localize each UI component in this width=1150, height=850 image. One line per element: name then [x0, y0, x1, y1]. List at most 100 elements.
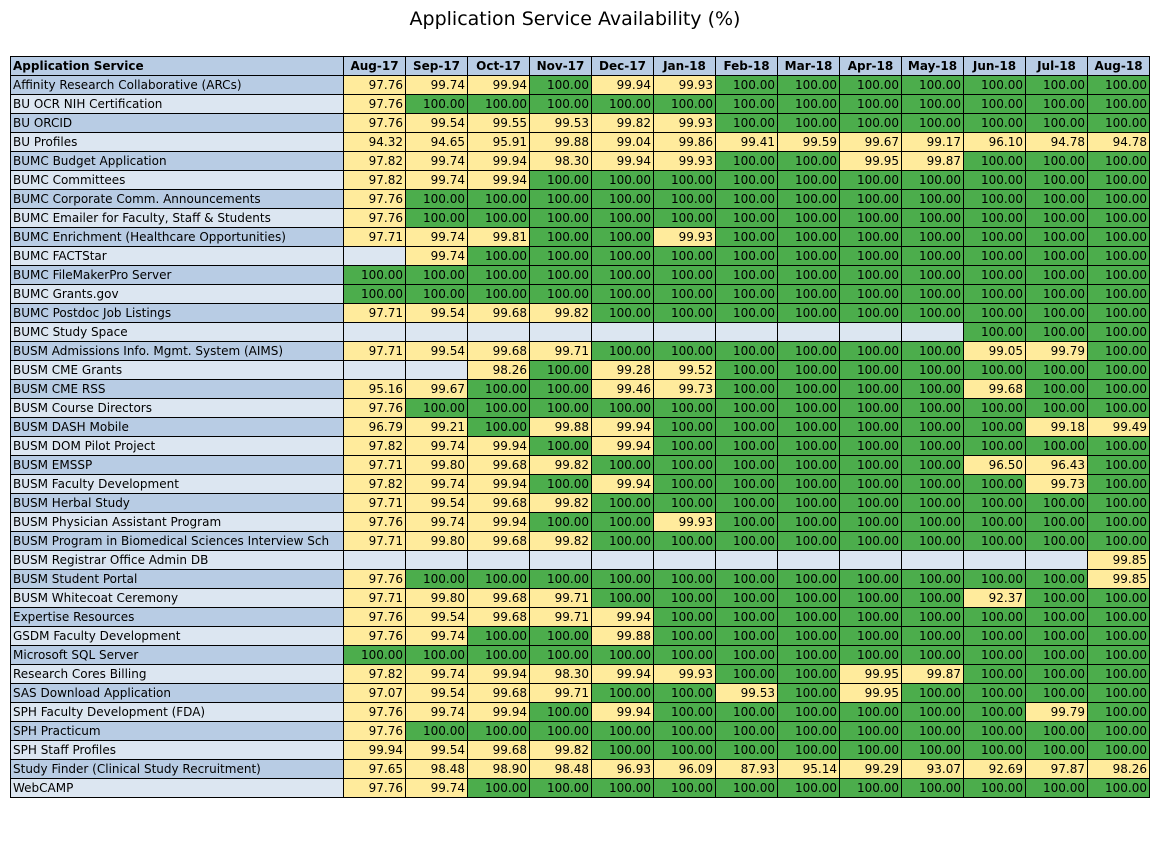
service-name-cell: Affinity Research Collaborative (ARCs) — [10, 75, 344, 95]
availability-cell: 99.94 — [591, 664, 654, 684]
availability-cell: 100.00 — [777, 189, 840, 209]
availability-cell: 100.00 — [715, 512, 778, 532]
availability-cell: 94.78 — [1087, 132, 1150, 152]
column-header-service: Application Service — [10, 56, 344, 76]
availability-cell: 100.00 — [839, 246, 902, 266]
availability-cell: 100.00 — [467, 417, 530, 437]
availability-cell: 99.94 — [467, 474, 530, 494]
availability-cell: 100.00 — [653, 341, 716, 361]
availability-cell: 99.68 — [467, 740, 530, 760]
availability-cell: 100.00 — [343, 645, 406, 665]
availability-cell: 100.00 — [839, 512, 902, 532]
service-name-cell: Expertise Resources — [10, 607, 344, 627]
availability-cell: 100.00 — [715, 379, 778, 399]
availability-cell: 100.00 — [963, 607, 1026, 627]
availability-cell — [963, 550, 1026, 570]
availability-cell: 97.82 — [343, 664, 406, 684]
availability-cell: 100.00 — [1025, 75, 1088, 95]
availability-cell: 100.00 — [591, 246, 654, 266]
availability-cell: 95.16 — [343, 379, 406, 399]
availability-cell: 100.00 — [405, 284, 468, 304]
availability-cell: 100.00 — [839, 474, 902, 494]
availability-cell: 100.00 — [529, 208, 592, 228]
availability-cell: 99.93 — [653, 227, 716, 247]
availability-cell — [343, 360, 406, 380]
availability-cell: 100.00 — [405, 569, 468, 589]
availability-cell: 99.82 — [591, 113, 654, 133]
availability-cell: 100.00 — [529, 398, 592, 418]
availability-cell: 99.79 — [1025, 702, 1088, 722]
availability-cell: 99.74 — [405, 151, 468, 171]
availability-cell: 100.00 — [529, 227, 592, 247]
availability-cell: 100.00 — [529, 436, 592, 456]
table-row: SPH Staff Profiles 99.94 99.54 99.68 99.82 10… — [10, 740, 1150, 760]
column-header-month: May-18 — [901, 56, 964, 76]
availability-cell: 99.93 — [653, 75, 716, 95]
column-header-month: Jul-18 — [1025, 56, 1088, 76]
availability-cell: 99.67 — [405, 379, 468, 399]
availability-cell: 100.00 — [467, 94, 530, 114]
availability-cell: 99.81 — [467, 227, 530, 247]
availability-cell: 100.00 — [591, 493, 654, 513]
availability-cell — [591, 322, 654, 342]
availability-cell: 100.00 — [1025, 322, 1088, 342]
availability-cell: 99.94 — [591, 436, 654, 456]
availability-cell: 100.00 — [591, 531, 654, 551]
availability-cell: 100.00 — [901, 379, 964, 399]
service-name-cell: BUSM CME RSS — [10, 379, 344, 399]
availability-cell: 94.65 — [405, 132, 468, 152]
table-row: BUMC Postdoc Job Listings 97.71 99.54 99.68… — [10, 303, 1150, 323]
availability-cell: 100.00 — [591, 284, 654, 304]
availability-cell: 100.00 — [777, 94, 840, 114]
availability-cell: 100.00 — [591, 94, 654, 114]
availability-cell: 100.00 — [963, 246, 1026, 266]
availability-cell: 100.00 — [715, 455, 778, 475]
availability-cell: 100.00 — [777, 626, 840, 646]
availability-cell: 100.00 — [1087, 75, 1150, 95]
availability-cell: 100.00 — [777, 265, 840, 285]
availability-cell: 100.00 — [715, 265, 778, 285]
availability-cell: 100.00 — [529, 702, 592, 722]
availability-cell: 99.71 — [529, 683, 592, 703]
availability-cell: 100.00 — [1025, 683, 1088, 703]
table-row: BUMC Study Space 100.00 100.00 100.00 — [10, 322, 1150, 342]
availability-cell: 97.71 — [343, 588, 406, 608]
availability-cell — [715, 550, 778, 570]
availability-cell: 100.00 — [1087, 303, 1150, 323]
availability-cell: 99.54 — [405, 113, 468, 133]
availability-cell: 99.94 — [591, 607, 654, 627]
availability-cell — [901, 550, 964, 570]
availability-cell: 100.00 — [1025, 721, 1088, 741]
availability-cell: 98.90 — [467, 759, 530, 779]
table-row: BUMC Emailer for Faculty, Staff & Studen… — [10, 208, 1150, 228]
availability-cell: 100.00 — [777, 778, 840, 798]
availability-cell: 100.00 — [1087, 721, 1150, 741]
availability-cell: 99.73 — [653, 379, 716, 399]
availability-cell: 97.76 — [343, 626, 406, 646]
availability-cell: 100.00 — [1025, 398, 1088, 418]
availability-cell: 99.94 — [591, 702, 654, 722]
availability-cell: 96.50 — [963, 455, 1026, 475]
service-name-cell: BUSM Program in Biomedical Sciences Inte… — [10, 531, 344, 551]
service-name-cell: BUMC Committees — [10, 170, 344, 190]
availability-cell: 100.00 — [963, 721, 1026, 741]
availability-cell: 99.80 — [405, 455, 468, 475]
availability-cell: 100.00 — [839, 360, 902, 380]
availability-cell: 100.00 — [529, 265, 592, 285]
availability-cell: 100.00 — [653, 740, 716, 760]
availability-cell: 100.00 — [591, 740, 654, 760]
availability-cell: 100.00 — [839, 588, 902, 608]
availability-cell: 100.00 — [901, 113, 964, 133]
availability-cell: 99.88 — [591, 626, 654, 646]
availability-cell: 100.00 — [715, 721, 778, 741]
availability-cell: 99.94 — [467, 436, 530, 456]
availability-cell: 100.00 — [1087, 455, 1150, 475]
column-header-month: Aug-18 — [1087, 56, 1150, 76]
availability-cell: 100.00 — [715, 569, 778, 589]
service-name-cell: BUMC Study Space — [10, 322, 344, 342]
availability-cell: 100.00 — [591, 683, 654, 703]
availability-cell: 100.00 — [901, 721, 964, 741]
availability-cell: 100.00 — [653, 208, 716, 228]
table-row: BUSM EMSSP 97.71 99.80 99.68 99.82 100.00 100.… — [10, 455, 1150, 475]
availability-cell: 100.00 — [529, 189, 592, 209]
